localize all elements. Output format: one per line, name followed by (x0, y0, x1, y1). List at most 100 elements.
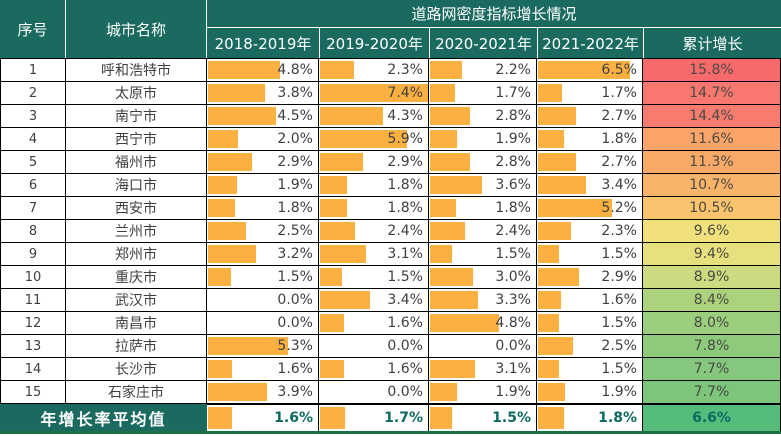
value-label: 1.6% (601, 292, 637, 308)
data-bar (430, 130, 458, 148)
city-cell: 海口市 (66, 174, 207, 196)
value-label: 3.4% (601, 177, 637, 193)
value-cell: 6.5% (537, 59, 643, 81)
year-header-cell: 2018-2019年 (214, 34, 312, 53)
value-cell: 1.8% (429, 197, 537, 219)
value-label: 3.3% (495, 292, 531, 308)
value-cell: 3.2% (207, 243, 319, 265)
seq-cell: 10 (0, 266, 66, 288)
data-bar (538, 107, 577, 125)
seq-cell: 15 (0, 381, 66, 403)
cumulative-cell: 8.9% (643, 266, 781, 288)
city-cell: 西宁市 (66, 128, 207, 150)
value-cell: 1.5% (537, 312, 643, 334)
value-cell: 5.3% (207, 335, 319, 357)
seq-cell: 12 (0, 312, 66, 334)
value-cell: 3.1% (319, 243, 429, 265)
data-bar (320, 61, 354, 79)
value-cell: 1.9% (537, 381, 643, 403)
cumulative-cell: 14.4% (643, 105, 781, 127)
value-cell: 2.9% (537, 266, 643, 288)
value-label: 2.9% (277, 154, 313, 170)
value-cell: 4.3% (319, 105, 429, 127)
data-bar (208, 337, 288, 355)
value-cell: 0.0% (429, 335, 537, 357)
data-bar (320, 268, 343, 286)
seq-cell: 3 (0, 105, 66, 127)
value-cell: 2.7% (537, 105, 643, 127)
value-cell: 3.4% (537, 174, 643, 196)
value-label: 1.5% (601, 246, 637, 262)
average-value-cell: 1.6% (207, 404, 319, 431)
value-label: 4.5% (277, 108, 313, 124)
average-cumulative-cell: 6.6% (643, 404, 781, 431)
value-label: 2.4% (387, 223, 423, 239)
seq-cell: 14 (0, 358, 66, 380)
table-row: 2 太原市 3.8% 7.4% 1.7% 1.7% 14.7% (0, 82, 781, 105)
value-cell: 2.9% (319, 151, 429, 173)
table-row: 13 拉萨市 5.3% 0.0% 0.0% 2.5% 7.8% (0, 335, 781, 358)
value-cell: 1.7% (429, 82, 537, 104)
value-label: 2.0% (277, 131, 313, 147)
value-cell: 1.6% (207, 358, 319, 380)
value-cell: 1.7% (537, 82, 643, 104)
value-label: 2.5% (277, 223, 313, 239)
seq-cell: 13 (0, 335, 66, 357)
cumulative-cell: 14.7% (643, 82, 781, 104)
data-bar (538, 153, 577, 171)
value-cell: 1.5% (537, 243, 643, 265)
value-label: 1.8% (387, 177, 423, 193)
value-cell: 1.8% (207, 197, 319, 219)
data-bar (538, 222, 571, 240)
value-cell: 2.2% (429, 59, 537, 81)
seq-column-header: 序号 (0, 0, 66, 58)
cumulative-cell: 10.5% (643, 197, 781, 219)
data-bar (320, 130, 407, 148)
data-bar (430, 268, 474, 286)
value-label: 2.7% (601, 154, 637, 170)
year-header-cell: 2019-2020年 (319, 28, 429, 58)
data-bar (538, 407, 564, 429)
value-label: 1.5% (387, 269, 423, 285)
cumulative-cell: 9.4% (643, 243, 781, 265)
value-label: 3.8% (277, 85, 313, 101)
data-bar (430, 199, 457, 217)
value-cell: 0.0% (207, 312, 319, 334)
table-row: 5 福州市 2.9% 2.9% 2.8% 2.7% 11.3% (0, 151, 781, 174)
value-label: 3.1% (387, 246, 423, 262)
value-label: 2.9% (601, 269, 637, 285)
seq-cell: 9 (0, 243, 66, 265)
value-cell: 4.8% (429, 312, 537, 334)
value-label: 2.8% (495, 108, 531, 124)
average-value-label: 1.8% (598, 410, 637, 426)
value-cell: 5.9% (319, 128, 429, 150)
value-label: 2.7% (601, 108, 637, 124)
value-cell: 2.5% (537, 335, 643, 357)
cumulative-cell: 7.7% (643, 358, 781, 380)
value-cell: 1.8% (537, 128, 643, 150)
table-row: 10 重庆市 1.5% 1.5% 3.0% 2.9% 8.9% (0, 266, 781, 289)
data-bar (320, 84, 428, 102)
value-label: 6.5% (601, 62, 637, 78)
city-cell: 福州市 (66, 151, 207, 173)
year-header-cell: 2020-2021年 (429, 28, 537, 58)
data-bar (538, 245, 560, 263)
value-label: 2.3% (387, 62, 423, 78)
value-label: 4.3% (387, 108, 423, 124)
city-cell: 兰州市 (66, 220, 207, 242)
value-cell: 0.0% (319, 335, 429, 357)
table-row: 7 西安市 1.8% 1.8% 1.8% 5.2% 10.5% (0, 197, 781, 220)
data-bar (208, 245, 256, 263)
value-label: 1.8% (495, 200, 531, 216)
table-title: 道路网密度指标增长情况 (207, 0, 781, 28)
data-bar (208, 176, 237, 194)
value-label: 2.8% (495, 154, 531, 170)
value-cell: 1.5% (207, 266, 319, 288)
city-cell: 西安市 (66, 197, 207, 219)
data-bar (538, 61, 631, 79)
average-value-label: 1.7% (384, 410, 423, 426)
table-row: 4 西宁市 2.0% 5.9% 1.9% 1.8% 11.6% (0, 128, 781, 151)
value-cell: 2.4% (319, 220, 429, 242)
data-bar (430, 360, 475, 378)
seq-cell: 4 (0, 128, 66, 150)
